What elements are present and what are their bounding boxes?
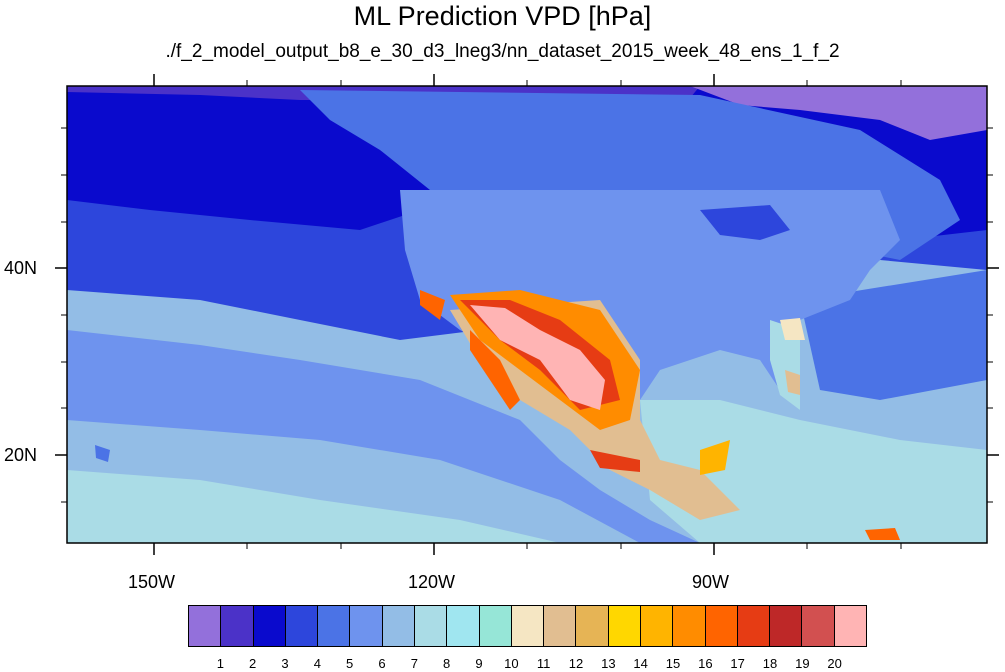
y-major-ticks (55, 267, 999, 456)
y-tick-label-40n: 40N (4, 258, 38, 278)
south-ocean-cyan (67, 470, 560, 543)
y-tick-label-20n: 20N (4, 445, 38, 465)
colorbar-label: 17 (730, 656, 745, 671)
colorbar-swatch (673, 606, 706, 646)
colorbar-swatch (318, 606, 351, 646)
atlantic-band (800, 270, 987, 400)
colorbar-label: 12 (568, 656, 584, 671)
colorbar-label: 16 (698, 656, 713, 671)
colorbar-swatch (834, 606, 866, 646)
colorbar-label: 6 (378, 656, 386, 671)
y-minor-ticks (61, 127, 993, 503)
colorbar-swatch (576, 606, 609, 646)
colorbar-label: 4 (313, 656, 321, 671)
colorbar-swatch (737, 606, 771, 646)
x-tick-label-150w: 150W (128, 572, 176, 592)
x-tick-label-120w: 120W (408, 572, 456, 592)
hawaii-island (95, 445, 110, 462)
colorbar-swatch (382, 606, 415, 646)
colorbar-swatch (414, 606, 448, 646)
colorbar-labels: 1 2 3 4 5 6 7 8 9 10 11 12 13 14 15 16 17 18 19 20 (188, 656, 867, 672)
map-subtitle: ./f_2_model_output_b8_e_30_d3_lneg3/nn_d… (165, 41, 840, 62)
colorbar-swatch (285, 606, 319, 646)
colorbar-label: 19 (795, 656, 810, 671)
colorbar-swatch (705, 606, 738, 646)
colorbar-label: 1 (216, 656, 224, 671)
georgia-warm (780, 318, 805, 340)
colorbar-label: 14 (633, 656, 648, 671)
colorbar-label: 18 (762, 656, 778, 671)
colorbar-swatch (802, 606, 835, 646)
florida-warm (785, 370, 800, 395)
colorbar-label: 8 (443, 656, 451, 671)
central-america-hot (700, 440, 730, 475)
colorbar-swatch (479, 606, 512, 646)
colorbar-swatch (511, 606, 545, 646)
colorbar-swatch (608, 606, 641, 646)
arctic-purple (690, 86, 987, 140)
colorbar-label: 2 (249, 656, 257, 671)
mexico-south-hot (590, 450, 640, 472)
colorbar-swatch (640, 606, 674, 646)
vpd-map (55, 74, 999, 555)
x-major-ticks (153, 74, 715, 555)
colorbar-swatch (253, 606, 286, 646)
southwest-hot-core (470, 305, 605, 410)
colorbar-swatch (221, 606, 254, 646)
colorbar-swatch (189, 606, 222, 646)
colorbar (188, 605, 867, 647)
map-title: ML Prediction VPD [hPa] (353, 1, 652, 31)
colorbar-label: 5 (346, 656, 354, 671)
california-hot (420, 290, 445, 320)
colorbar-swatch (447, 606, 480, 646)
colorbar-label: 10 (504, 656, 519, 671)
colorbar-label: 20 (827, 656, 842, 671)
colorbar-label: 9 (475, 656, 483, 671)
colorbar-label: 7 (410, 656, 418, 671)
colorbar-label: 3 (281, 656, 289, 671)
colorbar-label: 11 (536, 656, 551, 671)
baja-hot (470, 330, 520, 410)
x-tick-label-90w: 90W (692, 572, 730, 592)
colorbar-label: 15 (665, 656, 681, 671)
colorbar-swatch (544, 606, 577, 646)
caribbean-island (865, 528, 900, 540)
colorbar-swatch (770, 606, 803, 646)
colorbar-label: 13 (601, 656, 616, 671)
x-minor-ticks (246, 80, 902, 549)
great-lakes (700, 205, 790, 240)
colorbar-swatch (350, 606, 383, 646)
